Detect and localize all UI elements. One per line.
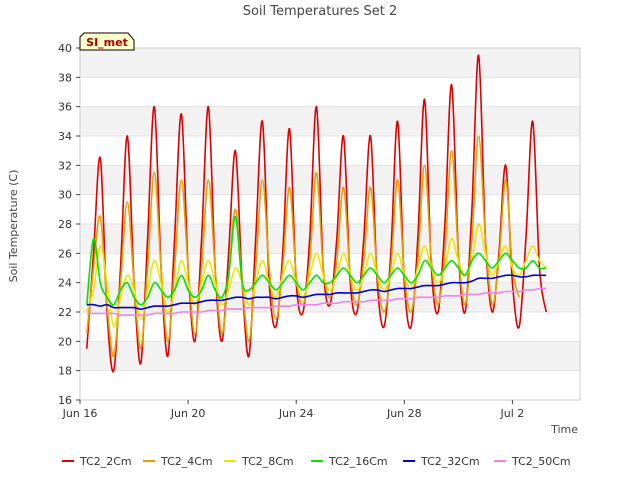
y-tick-label: 16	[58, 394, 72, 407]
legend-label-tc2-2cm: TC2_2Cm	[79, 455, 132, 468]
y-tick-label: 18	[58, 365, 72, 378]
grid-band	[80, 106, 580, 136]
series-line-tc2-32cm	[86, 274, 547, 310]
grid-band	[80, 77, 580, 107]
grid-band	[80, 136, 580, 166]
y-tick-label: 40	[58, 42, 72, 55]
y-tick-label: 24	[58, 277, 72, 290]
x-tick-label: Jun 28	[386, 407, 422, 420]
x-tick-label: Jul 2	[500, 407, 525, 420]
chart-title: Soil Temperatures Set 2	[243, 4, 398, 19]
y-tick-label: 32	[58, 159, 72, 172]
y-tick-label: 20	[58, 335, 72, 348]
x-tick-label: Jun 20	[170, 407, 206, 420]
y-axis: 16 18 20 22 24 26 28 30 32 34 36 38 40	[58, 42, 80, 407]
grid-band	[80, 341, 580, 371]
x-axis-label: Time	[550, 423, 578, 436]
grid-band	[80, 312, 580, 342]
grid-band	[80, 194, 580, 224]
badge-shape	[79, 32, 135, 51]
grid-band	[80, 370, 580, 400]
y-tick-label: 30	[58, 189, 72, 202]
y-tick-label: 34	[58, 130, 72, 143]
badge-label: SI_met	[86, 36, 128, 49]
y-tick-label: 36	[58, 101, 72, 114]
legend-label-tc2-8cm: TC2_8Cm	[241, 455, 294, 468]
y-tick-label: 26	[58, 247, 72, 260]
grid-band	[80, 224, 580, 254]
series-line-tc2-50cm	[86, 287, 547, 316]
grid-band	[80, 48, 580, 78]
x-tick-label: Jun 24	[278, 407, 314, 420]
site-badge: SI_met	[79, 32, 135, 51]
y-axis-label: Soil Temperature (C)	[7, 170, 20, 283]
series-layer	[86, 54, 547, 373]
y-tick-label: 38	[58, 71, 72, 84]
y-tick-label: 22	[58, 306, 72, 319]
legend-label-tc2-16cm: TC2_16Cm	[328, 455, 388, 468]
grid-band	[80, 165, 580, 195]
y-tick-label: 28	[58, 218, 72, 231]
x-axis: Jun 16 Jun 20 Jun 24 Jun 28 Jul 2	[62, 400, 525, 420]
grid-band	[80, 253, 580, 283]
legend-label-tc2-4cm: TC2_4Cm	[160, 455, 213, 468]
legend-label-tc2-32cm: TC2_32Cm	[420, 455, 480, 468]
x-tick-label: Jun 16	[62, 407, 98, 420]
legend-label-tc2-50cm: TC2_50Cm	[511, 455, 571, 468]
legend: TC2_2Cm TC2_4Cm TC2_8Cm TC2_16Cm TC2_32Cm TC2…	[62, 455, 571, 468]
series-line-tc2-16cm	[86, 215, 547, 306]
